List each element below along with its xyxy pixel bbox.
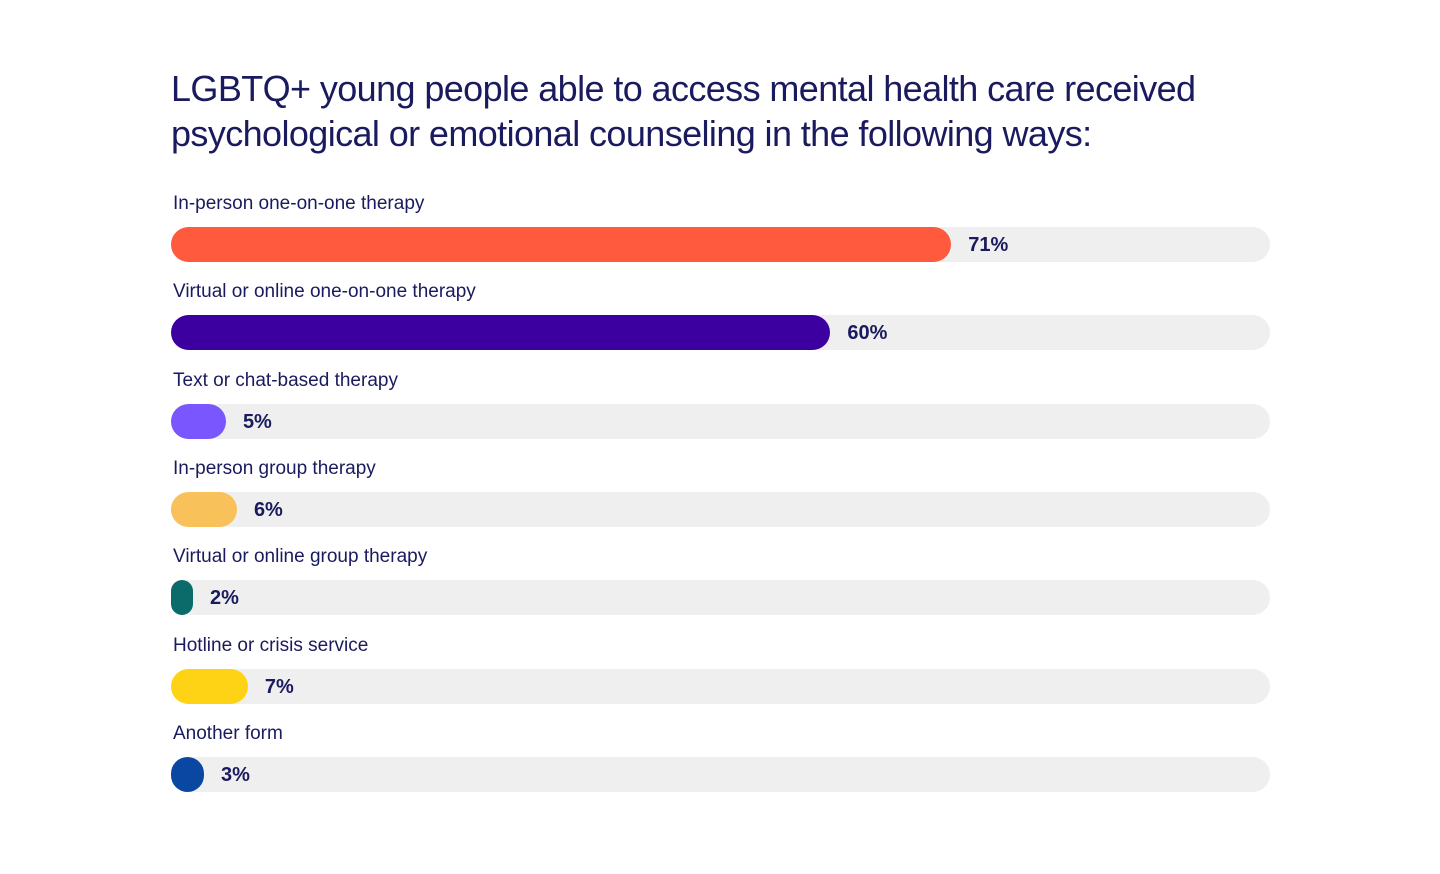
category-label: Virtual or online one-on-one therapy: [173, 281, 476, 302]
bar-track: [171, 227, 1270, 262]
bar: [171, 315, 831, 350]
bar-track: [171, 580, 1270, 615]
category-label: Hotline or crisis service: [173, 635, 369, 656]
bar-track: [171, 315, 1270, 350]
value-label: 7%: [264, 676, 294, 698]
category-label: Virtual or online group therapy: [173, 546, 428, 567]
bar-row: Virtual or online one-on-one therapy 60%: [171, 280, 1270, 368]
bar-row: In-person group therapy 6%: [171, 457, 1270, 545]
value-label: 71%: [968, 234, 1009, 256]
value-label: 2%: [210, 587, 239, 609]
bar: [171, 227, 952, 262]
bar-row: In-person one-on-one therapy 71%: [171, 192, 1270, 280]
value-label: 60%: [847, 322, 888, 344]
value-label: 5%: [242, 411, 272, 433]
bar-track: [171, 757, 1270, 792]
bar-row: Virtual or online group therapy 2%: [171, 545, 1270, 633]
bar-track: [171, 404, 1270, 439]
value-label: 6%: [253, 499, 283, 521]
category-label: Text or chat-based therapy: [173, 370, 398, 391]
bar-track: [171, 492, 1270, 527]
bar-row: Another form 3%: [171, 722, 1270, 810]
bar: [171, 492, 237, 527]
chart-title: LGBTQ+ young people able to access menta…: [171, 68, 1196, 154]
bar: [171, 669, 248, 704]
bar-row: Text or chat-based therapy 5%: [171, 369, 1270, 457]
bar-track: [171, 669, 1270, 704]
bar: [171, 404, 226, 439]
value-label: 3%: [220, 764, 250, 786]
bar-row: Hotline or crisis service 7%: [171, 634, 1270, 722]
category-label: In-person group therapy: [173, 458, 376, 479]
bar: [171, 757, 204, 792]
bar: [171, 580, 193, 615]
category-label: In-person one-on-one therapy: [173, 193, 425, 214]
bar-chart: LGBTQ+ young people able to access menta…: [171, 66, 1270, 792]
category-label: Another form: [173, 723, 283, 744]
